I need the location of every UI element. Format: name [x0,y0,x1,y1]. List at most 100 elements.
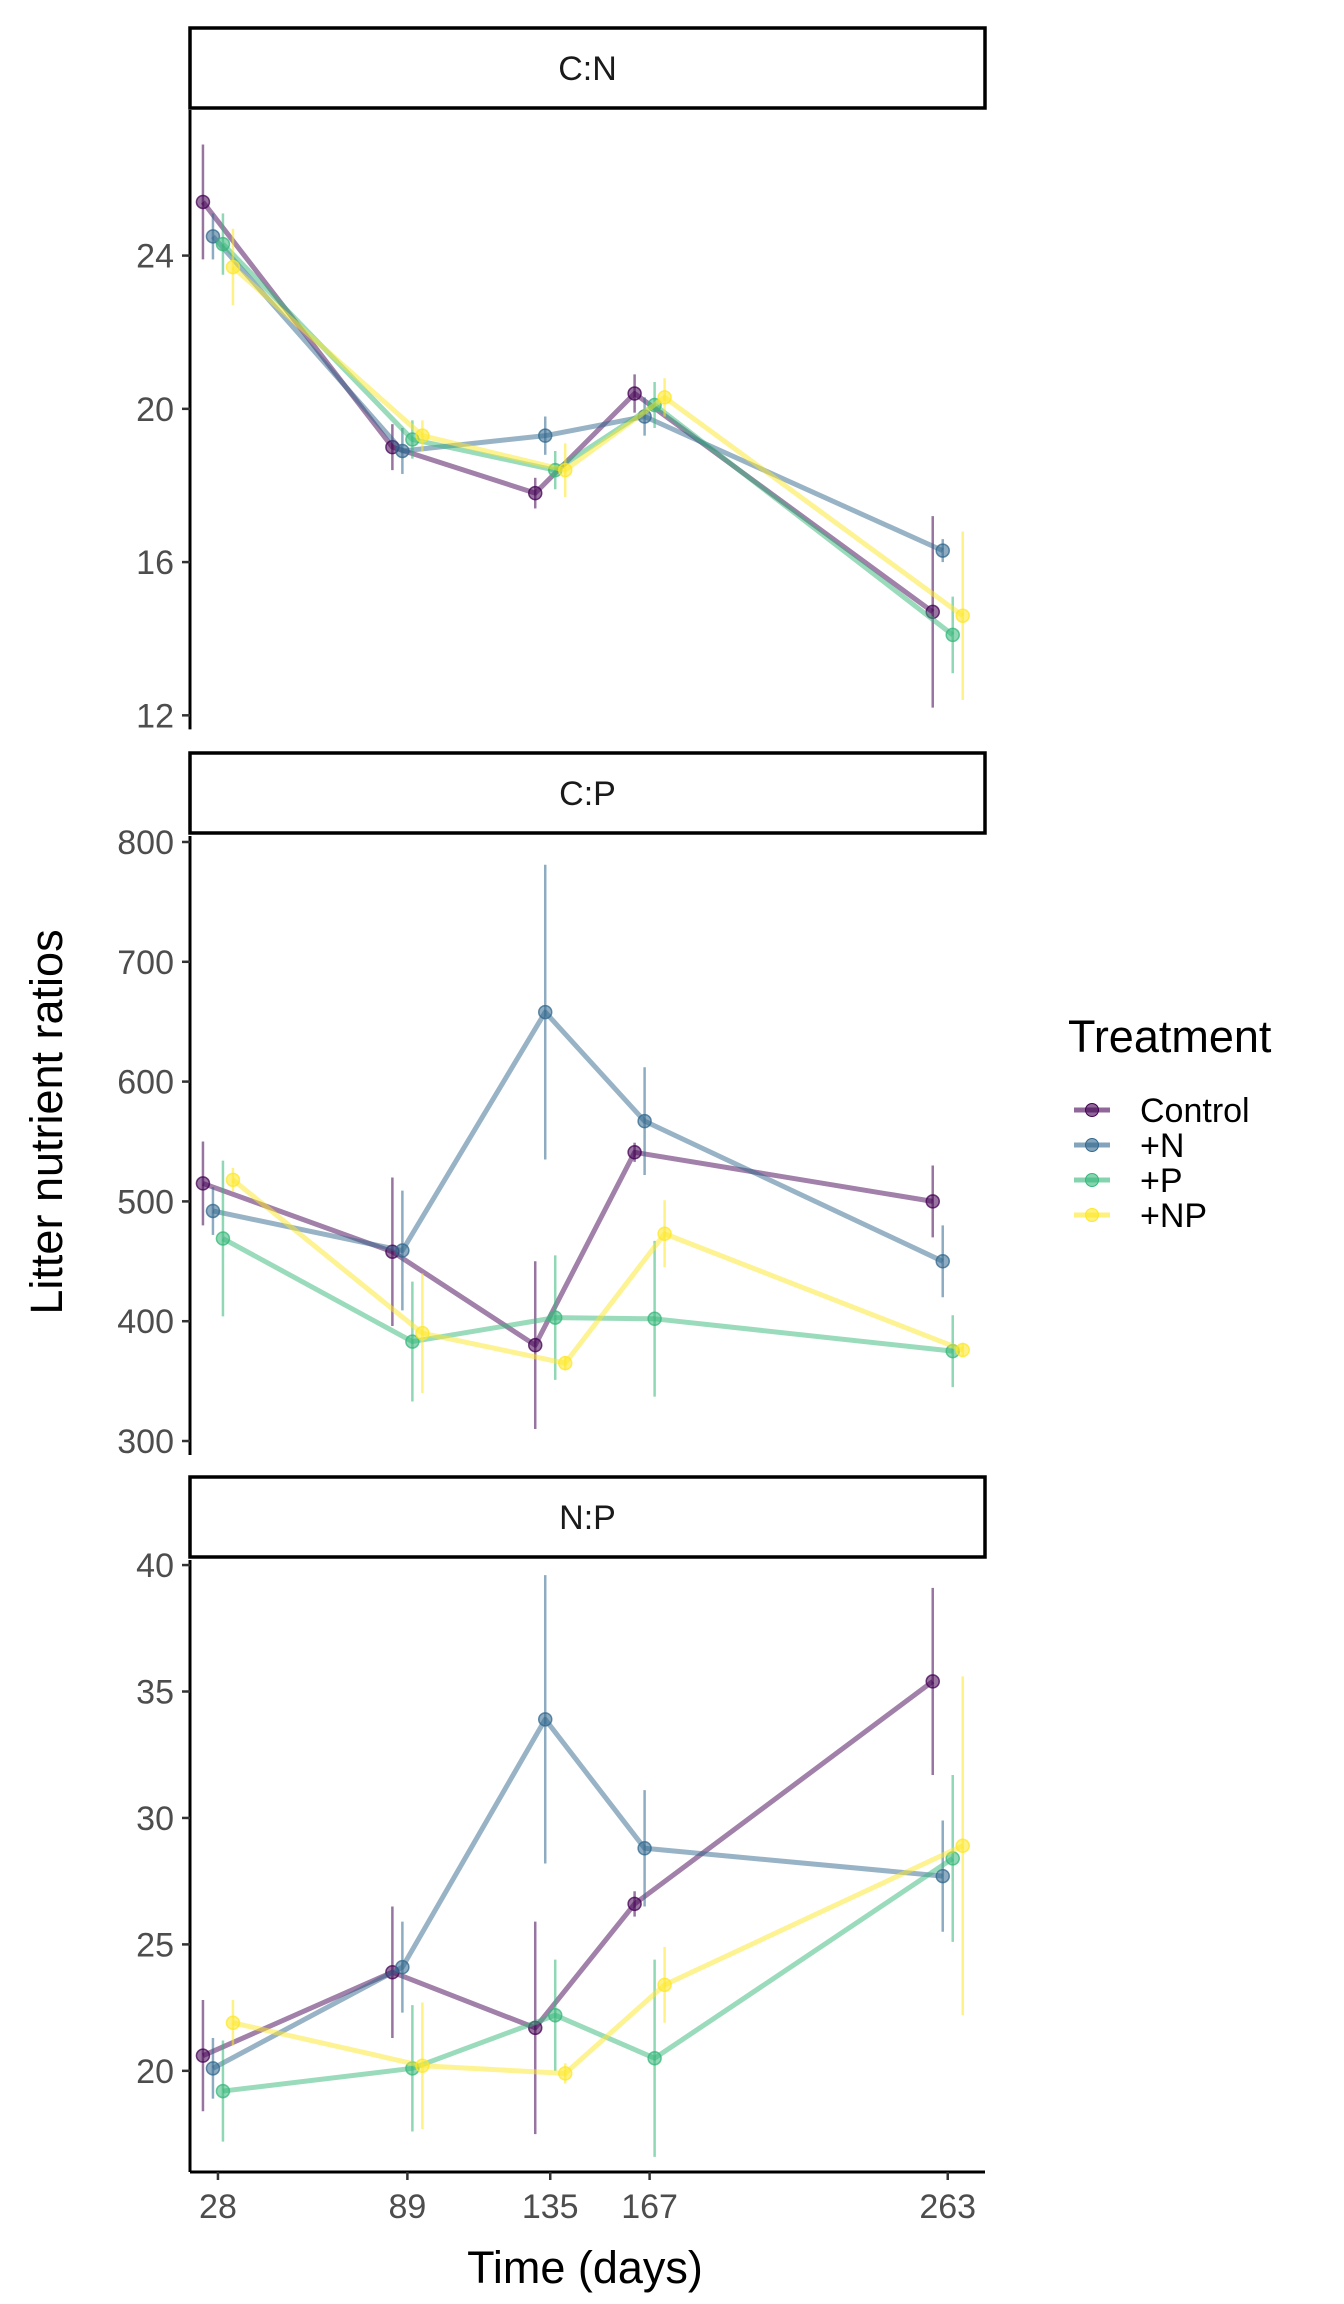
series-line [201,1679,935,2058]
y-tick-label: 500 [117,1183,174,1221]
data-point [945,627,960,643]
data-point [657,1226,672,1241]
data-point [395,1959,410,1975]
y-tick-label: 25 [136,1926,174,1964]
data-point [537,1004,553,1020]
series-plus-n [205,864,950,1311]
data-point [925,1194,940,1209]
y-tick-label: 20 [136,391,174,429]
series-line [231,1177,964,1366]
data-point [537,428,553,443]
legend-key-point [1085,1103,1099,1117]
facet-strip-label: N:P [559,1499,616,1537]
data-point [637,1113,652,1129]
data-point [527,1337,543,1353]
legend-item: +NP [1074,1197,1207,1235]
data-point [557,2066,573,2081]
data-point [395,443,410,459]
data-point [627,1896,642,1912]
y-tick-label: 800 [117,824,174,862]
facet-strip [188,751,987,835]
data-point [627,1145,642,1160]
facet-panel-cn: C:N 12 16 20 24 [136,26,987,735]
data-point [195,2048,211,2063]
legend-label: +P [1140,1162,1183,1200]
data-point [657,390,672,405]
series-line [211,234,944,553]
legend-label: +NP [1140,1197,1207,1235]
data-point [215,1231,231,1246]
legend-key-point [1085,1173,1099,1187]
facet-panel-cp: C:P 300 400 500 600 700 800 [117,751,987,1461]
y-tick-label: 12 [136,697,174,735]
y-tick-label: 700 [117,944,174,982]
facet-strip-label: C:N [558,50,617,88]
data-point [935,543,950,558]
series-plus-p [215,1160,960,1402]
series-plus-n [205,213,950,563]
series-control [195,1587,940,2135]
series-plus-np [225,1167,970,1394]
data-point [225,259,241,275]
data-point [547,2007,563,2023]
data-point [415,2058,430,2074]
data-point [955,1342,970,1358]
data-point [205,2061,221,2076]
x-tick-label: 167 [621,2188,678,2226]
data-point [657,1977,672,1993]
facet-strip [188,26,987,110]
x-tick-label: 89 [388,2188,426,2226]
legend-label: +N [1140,1127,1184,1165]
series-plus-np [225,228,970,701]
y-tick-label: 300 [117,1423,174,1461]
data-point [225,1172,241,1188]
legend: Treatment Control+N+P+NP [1068,1011,1272,1235]
y-tick-label: 400 [117,1303,174,1341]
data-point [935,1254,950,1269]
legend-item: +P [1074,1162,1183,1200]
legend-key-point [1085,1208,1099,1222]
data-point [537,1712,553,1727]
data-point [955,608,970,623]
data-point [415,1325,430,1341]
y-tick-label: 30 [136,1800,174,1838]
legend-item: Control [1074,1092,1250,1130]
data-point [547,1310,563,1325]
series-line [200,200,935,614]
y-tick-label: 24 [136,238,174,276]
series-control [195,1141,940,1430]
data-point [925,1674,940,1689]
legend-key-point [1085,1138,1099,1152]
data-point [395,1243,410,1258]
legend-label: Control [1140,1092,1250,1130]
y-tick-label: 35 [136,1674,174,1712]
data-point [405,1334,420,1349]
legend-title: Treatment [1068,1011,1272,1062]
series-line [232,1843,964,2076]
data-point [225,2015,241,2031]
y-tick-label: 20 [136,2053,174,2091]
data-point [415,428,430,443]
series-control [195,144,940,708]
facet-panel-np: N:P 20 25 30 35 40 28 89 135 167 263 [136,1475,987,2226]
data-point [195,194,211,210]
series-plus-p [215,1774,960,2157]
data-point [557,462,573,478]
data-point [195,1176,211,1191]
data-point [205,229,221,244]
data-point [627,386,642,401]
series-plus-n [205,1575,950,2099]
y-tick-label: 16 [136,544,174,582]
x-tick-label: 263 [919,2188,976,2226]
y-tick-label: 40 [136,1547,174,1585]
facet-strip-label: C:P [559,775,616,813]
data-point [935,1868,950,1884]
data-point [647,1311,662,1327]
x-tick-label: 135 [522,2188,579,2226]
data-point [527,485,543,501]
legend-item: +N [1074,1127,1184,1165]
x-axis-title: Time (days) [467,2242,703,2293]
data-point [215,236,231,252]
data-point [637,1841,652,1856]
